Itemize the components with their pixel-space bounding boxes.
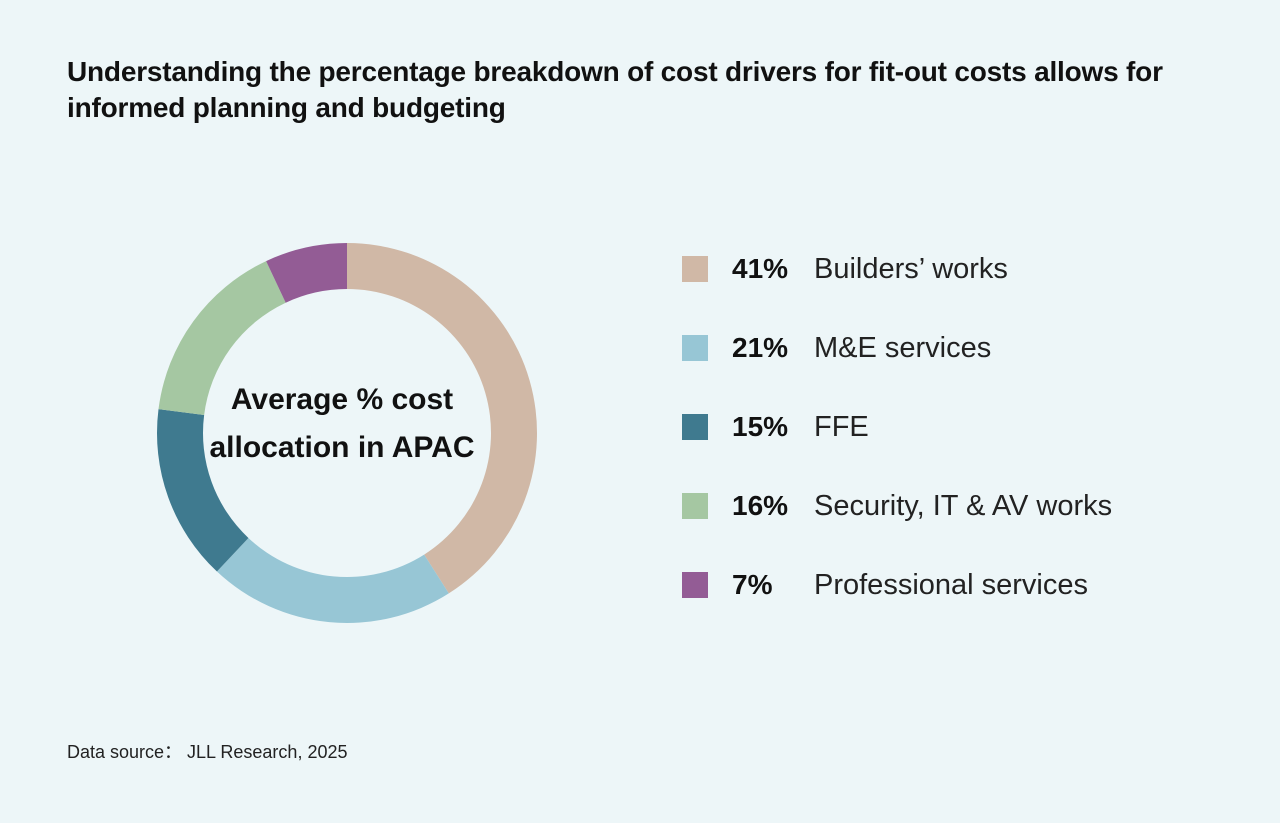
legend-item-professional-services: 7% Professional services [682, 560, 1112, 610]
legend-swatch [682, 572, 708, 598]
legend-label: FFE [814, 410, 869, 443]
donut-slices [156, 243, 537, 623]
donut-slice-security-it-av-works [158, 261, 286, 415]
legend-swatch [682, 493, 708, 519]
legend-item-security-it-av: 16% Security, IT & AV works [682, 481, 1112, 531]
legend-label: M&E services [814, 331, 992, 364]
donut-slice-m-e-services [216, 537, 449, 623]
legend-value: 21% [732, 332, 789, 363]
legend: 41% Builders’ works 21% M&E services 15%… [682, 244, 1112, 639]
donut-center-label: Average % cost allocation in APAC [209, 383, 475, 464]
legend-label: Security, IT & AV works [814, 489, 1113, 522]
donut-slice-ffe [156, 409, 249, 572]
legend-value: 7% [732, 569, 773, 600]
legend-value: 41% [732, 253, 789, 284]
legend-item-ffe: 15% FFE [682, 402, 1112, 452]
legend-swatch [682, 335, 708, 361]
donut-chart [156, 243, 537, 623]
legend-value: 16% [732, 490, 789, 521]
legend-item-builders-works: 41% Builders’ works [682, 244, 1112, 294]
donut-slice-professional-services [266, 243, 347, 303]
legend-swatch [682, 414, 708, 440]
legend-label: Builders’ works [814, 252, 1008, 285]
donut-slice-builders-works [347, 243, 537, 594]
legend-swatch [682, 256, 708, 282]
legend-value: 15% [732, 411, 789, 442]
legend-label: Professional services [814, 568, 1088, 601]
data-source: Data source： JLL Research, 2025 [67, 742, 348, 762]
legend-item-me-services: 21% M&E services [682, 323, 1112, 373]
chart-title: Understanding the percentage breakdown o… [67, 56, 1163, 123]
